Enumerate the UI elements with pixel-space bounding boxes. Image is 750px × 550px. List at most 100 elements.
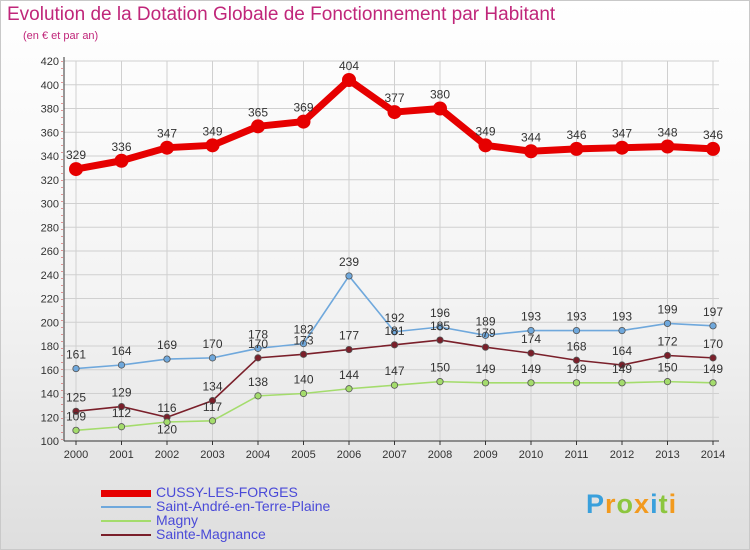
data-point — [709, 379, 717, 387]
data-point — [114, 153, 129, 168]
legend-swatch-saint-andre — [101, 506, 151, 508]
data-point — [478, 138, 493, 153]
data-label: 144 — [339, 368, 359, 382]
data-point — [254, 344, 262, 352]
data-point — [436, 336, 444, 344]
data-label: 197 — [703, 305, 723, 319]
data-point — [527, 326, 535, 335]
data-label: 344 — [521, 130, 541, 144]
data-point — [299, 340, 308, 348]
data-label: 170 — [248, 337, 268, 351]
data-label: 347 — [612, 127, 632, 141]
data-point — [205, 138, 220, 153]
data-point — [345, 272, 353, 280]
data-label: 348 — [657, 126, 677, 140]
y-tick-label: 260 — [41, 246, 59, 258]
data-label: 149 — [566, 362, 586, 376]
y-tick-label: 300 — [41, 199, 59, 211]
y-tick-label: 180 — [41, 341, 59, 353]
data-label: 329 — [66, 148, 86, 162]
x-tick-label: 2006 — [337, 449, 361, 461]
data-label: 380 — [430, 88, 450, 102]
data-label: 349 — [202, 124, 222, 138]
data-label: 170 — [703, 337, 723, 351]
data-label: 138 — [248, 375, 268, 389]
x-tick-label: 2010 — [519, 449, 543, 461]
data-point — [345, 345, 353, 354]
data-point — [569, 141, 584, 156]
data-point — [481, 379, 490, 387]
data-point — [117, 423, 126, 431]
data-label: 182 — [293, 323, 313, 337]
data-point — [254, 354, 262, 362]
data-label: 196 — [430, 306, 450, 320]
data-point — [572, 356, 581, 364]
proxiti-logo: Proxiti — [586, 489, 677, 520]
data-point — [72, 426, 80, 434]
legend-item[interactable]: CUSSY-LES-FORGES — [101, 484, 421, 500]
y-tick-label: 220 — [41, 294, 59, 306]
data-label: 173 — [293, 333, 313, 347]
data-point — [163, 418, 171, 426]
data-point — [390, 381, 399, 389]
legend-item[interactable]: Magny — [101, 512, 421, 528]
legend-item[interactable]: Sainte-Magnance — [101, 527, 421, 542]
data-point — [663, 319, 672, 328]
legend-item[interactable]: Saint-André-en-Terre-Plaine — [101, 499, 421, 514]
data-label: 369 — [293, 101, 313, 115]
data-point — [618, 326, 626, 335]
data-point — [296, 114, 311, 129]
data-label: 149 — [475, 362, 495, 376]
data-label: 377 — [384, 91, 404, 105]
data-point — [390, 341, 399, 349]
data-label: 116 — [157, 401, 176, 415]
data-label: 172 — [657, 335, 677, 349]
data-label: 117 — [203, 400, 222, 414]
legend-label: CUSSY-LES-FORGES — [156, 484, 298, 500]
data-label: 125 — [66, 390, 86, 404]
data-label: 120 — [157, 422, 177, 436]
data-point — [117, 361, 126, 369]
data-point — [527, 379, 535, 387]
data-label: 169 — [157, 338, 177, 352]
y-tick-label: 420 — [41, 56, 59, 68]
legend: CUSSY-LES-FORGES Saint-André-en-Terre-Pl… — [101, 484, 421, 542]
data-point — [160, 140, 174, 155]
data-label: 185 — [430, 319, 450, 333]
data-point — [709, 354, 717, 362]
x-tick-label: 2007 — [382, 449, 406, 461]
y-tick-label: 100 — [41, 436, 59, 448]
data-label: 140 — [293, 373, 313, 387]
data-label: 150 — [430, 361, 450, 375]
x-tick-label: 2011 — [565, 449, 589, 461]
legend-swatch-cussy — [101, 490, 151, 497]
data-label: 134 — [202, 380, 222, 394]
chart-title: Evolution de la Dotation Globale de Fonc… — [7, 4, 556, 25]
data-label: 178 — [248, 327, 268, 341]
data-label: 149 — [612, 362, 632, 376]
y-tick-label: 400 — [41, 80, 59, 92]
data-label: 346 — [703, 128, 723, 142]
y-tick-label: 340 — [41, 151, 59, 163]
data-point — [618, 379, 626, 387]
x-tick-label: 2012 — [610, 449, 634, 461]
data-label: 168 — [566, 339, 586, 353]
data-label: 109 — [66, 409, 86, 423]
logo-letter: t — [658, 489, 669, 519]
data-point — [251, 119, 265, 134]
data-label: 349 — [475, 124, 495, 138]
legend-swatch-sainte-magnance — [101, 534, 151, 536]
legend-label: Magny — [156, 512, 199, 528]
data-label: 179 — [475, 326, 495, 340]
legend-swatch-magny — [101, 520, 151, 522]
data-label: 164 — [111, 344, 131, 358]
chart-subtitle: (en € et par an) — [23, 30, 99, 42]
data-point — [524, 144, 538, 159]
data-point — [299, 389, 308, 398]
data-point — [660, 139, 675, 154]
data-point — [481, 343, 490, 351]
x-tick-label: 2005 — [291, 449, 315, 461]
data-point — [709, 322, 717, 330]
x-tick-label: 2009 — [473, 449, 497, 461]
